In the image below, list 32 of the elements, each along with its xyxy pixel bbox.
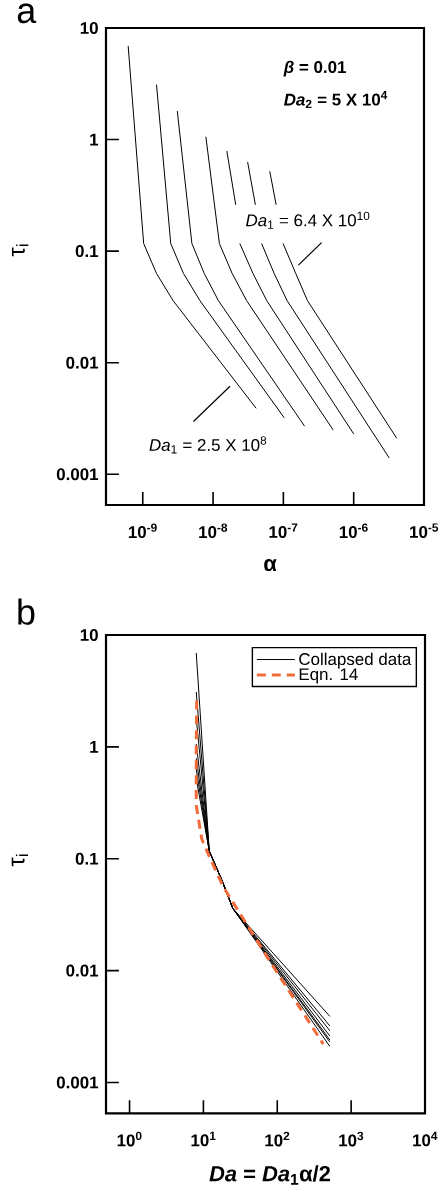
x-tick-label: 10$^{0}$ — [117, 1131, 142, 1147]
y-tick-label: 0.01 — [66, 964, 99, 977]
y-tick-label: 0.1 — [75, 852, 99, 865]
x-tick-label: 10$^{2}$ — [265, 1131, 290, 1147]
y-tick-label: 0.001 — [56, 468, 99, 481]
x-tick-label: 10$^{-6}$ — [339, 523, 368, 539]
x-axis-title: Da = Da$_{1}$α/2 — [209, 1165, 330, 1185]
annotation: Da$_{2}$ = 5 X 10$^{4}$ — [284, 91, 388, 109]
y-tick-label: 1 — [90, 133, 99, 146]
y-axis-title: τ$_{i}$ — [11, 854, 29, 867]
y-tick-label: 0.1 — [75, 245, 99, 258]
x-tick-label: 10$^{3}$ — [339, 1131, 364, 1147]
y-tick-label: 10 — [80, 21, 98, 34]
chart-title: b — [18, 598, 35, 625]
x-tick-label: 10$^{4}$ — [413, 1131, 438, 1147]
annotation: Da$_{1}$ = 6.4 X 10$^{10}$ — [246, 211, 370, 229]
x-tick-label: 10$^{-8}$ — [199, 523, 228, 539]
y-tick-label: 0.001 — [56, 1076, 99, 1089]
x-tick-label: 10$^{1}$ — [191, 1131, 216, 1147]
legend-label: Collapsed data — [299, 652, 412, 669]
y-tick-label: 10 — [80, 629, 98, 641]
annotation: β = 0.01 — [283, 60, 347, 77]
x-tick-label: 10$^{-9}$ — [128, 523, 157, 539]
y-tick-label: 0.01 — [66, 356, 99, 369]
y-tick-label: 1 — [90, 741, 99, 753]
x-tick-label: 10$^{-7}$ — [269, 523, 298, 538]
chart-title: a — [17, 3, 37, 24]
x-axis-title: α — [264, 559, 277, 572]
x-tick-label: 10$^{-5}$ — [410, 523, 439, 538]
annotation: Da$_{1}$ = 2.5 X 10$^{8}$ — [149, 436, 267, 454]
legend-label: Eqn. 14 — [299, 668, 358, 684]
y-axis-title: τ$_{i}$ — [11, 244, 29, 257]
